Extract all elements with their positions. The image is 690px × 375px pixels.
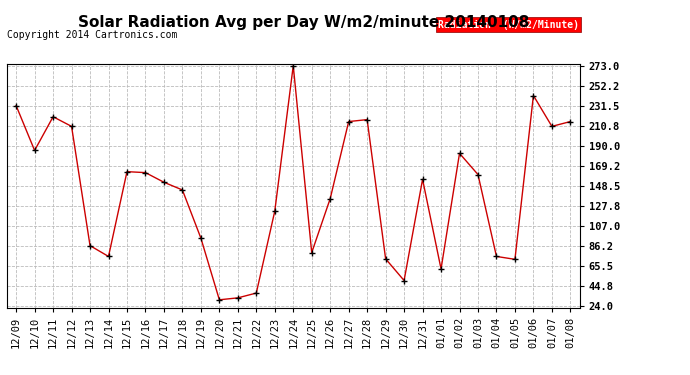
Text: Copyright 2014 Cartronics.com: Copyright 2014 Cartronics.com (7, 30, 177, 40)
Text: Radiation  (W/m2/Minute): Radiation (W/m2/Minute) (438, 20, 579, 30)
Text: Solar Radiation Avg per Day W/m2/minute 20140108: Solar Radiation Avg per Day W/m2/minute … (78, 15, 529, 30)
